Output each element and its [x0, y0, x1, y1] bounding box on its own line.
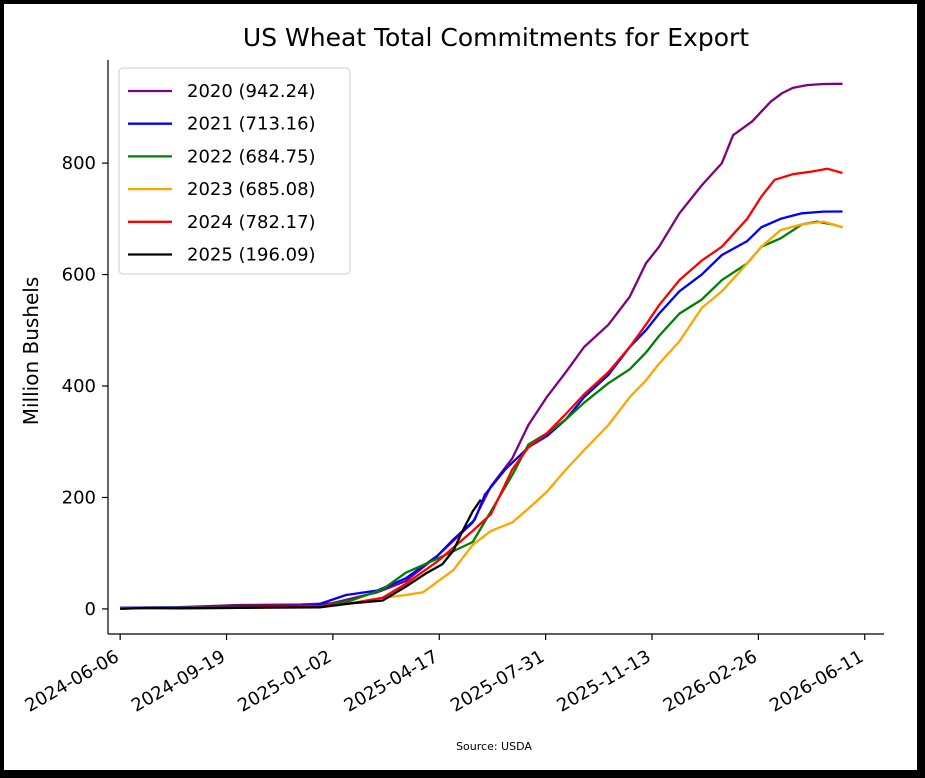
series-line-4	[120, 167, 843, 610]
x-tick-label: 2025-07-31	[447, 646, 548, 716]
chart-title: US Wheat Total Commitments for Export	[243, 23, 749, 52]
x-tick-label: 2025-11-13	[553, 646, 654, 716]
y-tick-label: 800	[62, 153, 96, 174]
x-tick-label: 2026-06-11	[766, 646, 867, 716]
legend-box	[118, 67, 351, 275]
legend: 2020 (942.24) 2021 (713.16) 2022 (684.75) 2…	[118, 67, 351, 275]
x-ticks: 2024-06-06 2024-09-19 2025-01-02 2025-04-17…	[22, 634, 867, 717]
series-line-3	[120, 220, 843, 610]
y-tick-label: 0	[85, 599, 96, 620]
series-line-5	[120, 498, 482, 611]
series-line-2	[120, 220, 843, 610]
legend-label-2: 2022 (684.75)	[187, 146, 316, 167]
source-note: Source: USDA	[456, 740, 532, 753]
y-tick-label: 400	[62, 376, 96, 397]
figure-frame: US Wheat Total Commitments for Export Mi…	[4, 4, 917, 770]
legend-label-3: 2023 (685.08)	[187, 179, 316, 200]
series-line-1	[120, 210, 843, 609]
y-tick-label: 600	[62, 265, 96, 286]
legend-label-4: 2024 (782.17)	[187, 212, 316, 233]
x-tick-label: 2024-09-19	[128, 646, 229, 716]
axes	[107, 60, 884, 635]
plot-area	[120, 82, 843, 611]
legend-label-0: 2020 (942.24)	[187, 81, 316, 102]
y-axis-label: Million Bushels	[19, 277, 43, 426]
line-chart: US Wheat Total Commitments for Export Mi…	[19, 23, 884, 753]
y-ticks: 0 200 400 600 800	[62, 153, 108, 620]
x-tick-label: 2025-01-02	[234, 646, 335, 716]
legend-label-5: 2025 (196.09)	[187, 245, 316, 266]
legend-label-1: 2021 (713.16)	[187, 114, 316, 135]
x-tick-label: 2026-02-26	[660, 646, 761, 716]
x-tick-label: 2024-06-06	[22, 646, 123, 716]
y-tick-label: 200	[62, 487, 96, 508]
x-tick-label: 2025-04-17	[341, 646, 442, 716]
